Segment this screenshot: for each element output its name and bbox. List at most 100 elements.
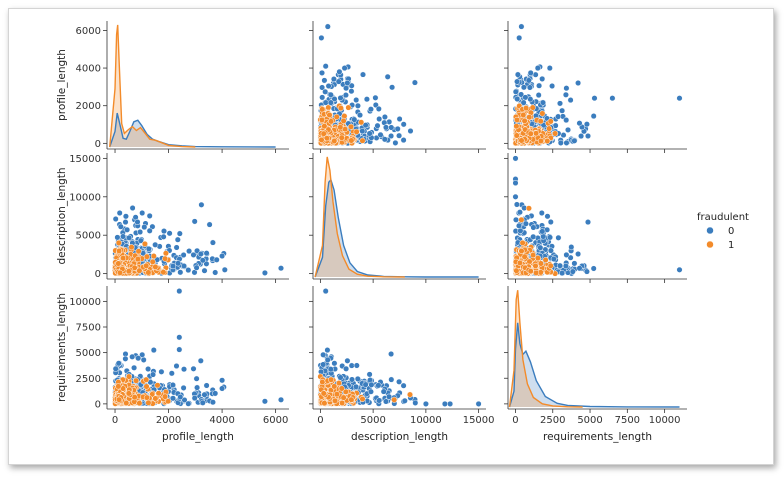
scatter-point-class-1	[337, 105, 344, 112]
scatter-point-class-0	[352, 383, 360, 390]
scatter-point-class-0	[400, 121, 407, 128]
scatter-point-class-1	[533, 269, 540, 276]
scatter-point-class-0	[180, 384, 187, 391]
scatter-point-class-0	[411, 79, 418, 86]
scatter-point-class-1	[348, 137, 355, 144]
scatter-point-class-1	[116, 269, 124, 276]
scatter-point-class-0	[381, 113, 388, 121]
x-tick-label: 5000	[360, 415, 385, 426]
scatter-point-class-1	[518, 247, 525, 255]
scatter-point-class-0	[169, 263, 177, 270]
scatter-point-class-0	[194, 384, 201, 391]
scatter-point-class-1	[125, 268, 132, 275]
scatter-point-class-0	[368, 381, 375, 388]
scatter-point-class-0	[571, 137, 578, 144]
scatter-point-class-0	[201, 391, 208, 398]
scatter-point-class-0	[145, 245, 152, 252]
scatter-point-class-0	[199, 257, 206, 264]
y-tick-label: 10000	[69, 297, 101, 308]
scatter-point-class-1	[525, 205, 532, 212]
scatter-point-class-0	[516, 209, 523, 216]
scatter-point-class-0	[382, 124, 390, 131]
scatter-point-class-0	[348, 376, 356, 383]
scatter-point-class-0	[514, 71, 521, 78]
scatter-point-class-0	[512, 88, 519, 95]
legend-label-class-0: 0	[728, 226, 734, 237]
scatter-point-class-0	[335, 78, 342, 85]
scatter-point-class-0	[122, 213, 129, 220]
scatter-point-class-0	[173, 362, 180, 370]
scatter-point-class-0	[193, 264, 200, 271]
scatter-point-class-0	[367, 106, 374, 113]
scatter-point-class-1	[162, 393, 169, 400]
scatter-point-class-1	[523, 105, 530, 112]
scatter-point-class-0	[173, 244, 180, 251]
scatter-point-class-0	[137, 228, 144, 236]
scatter-point-class-1	[134, 256, 141, 263]
scatter-point-class-0	[555, 234, 562, 241]
scatter-point-class-0	[422, 400, 429, 407]
scatter-point-class-1	[320, 390, 327, 397]
scatter-point-class-0	[114, 234, 121, 241]
scatter-point-class-0	[366, 130, 373, 137]
scatter-point-class-1	[143, 253, 150, 260]
scatter-point-class-1	[547, 118, 554, 125]
legend-title: fraudulent	[697, 212, 749, 223]
scatter-point-class-0	[396, 378, 403, 385]
scatter-point-class-0	[555, 113, 562, 120]
scatter-point-class-1	[133, 377, 140, 384]
scatter-point-class-0	[359, 128, 366, 135]
scatter-point-class-0	[522, 94, 529, 101]
scatter-point-class-0	[512, 179, 519, 187]
scatter-point-class-1	[353, 128, 360, 135]
scatter-point-class-0	[327, 91, 334, 98]
scatter-point-class-0	[327, 366, 334, 373]
scatter-point-class-0	[563, 139, 570, 146]
scatter-point-class-0	[322, 288, 329, 295]
scatter-point-class-0	[324, 23, 331, 30]
scatter-point-class-0	[516, 34, 523, 41]
scatter-point-class-0	[590, 265, 597, 272]
scatter-point-class-1	[319, 378, 326, 386]
scatter-point-class-0	[212, 390, 219, 397]
scatter-point-class-1	[321, 123, 328, 130]
scatter-point-class-0	[129, 204, 136, 212]
scatter-point-class-0	[149, 371, 157, 378]
x-tick-label: 10000	[649, 415, 681, 426]
scatter-point-class-0	[191, 218, 198, 225]
scatter-point-class-1	[359, 137, 366, 144]
scatter-point-class-1	[338, 134, 345, 141]
scatter-point-class-0	[219, 385, 226, 392]
scatter-point-class-1	[115, 260, 122, 267]
scatter-point-class-0	[584, 132, 592, 140]
scatter-point-class-0	[377, 131, 384, 138]
scatter-point-class-0	[199, 399, 206, 406]
scatter-point-class-1	[331, 383, 338, 390]
scatter-point-class-0	[514, 78, 521, 85]
scatter-point-class-1	[391, 396, 398, 403]
scatter-point-class-0	[209, 239, 216, 246]
scatter-point-class-0	[198, 201, 205, 208]
scatter-point-class-0	[325, 82, 332, 90]
scatter-point-class-1	[152, 263, 159, 270]
scatter-point-class-0	[135, 355, 142, 362]
y-tick-label: 0	[95, 399, 101, 410]
y-tick-label: 10000	[69, 192, 101, 203]
scatter-point-class-1	[526, 258, 533, 265]
scatter-point-class-0	[525, 77, 532, 84]
scatter-point-class-1	[547, 262, 554, 269]
scatter-point-class-1	[534, 255, 541, 262]
scatter-point-class-0	[319, 94, 326, 101]
scatter-point-class-1	[320, 130, 327, 137]
scatter-point-class-0	[344, 79, 351, 87]
y-tick-label: 0	[95, 139, 101, 150]
scatter-point-class-0	[563, 85, 570, 92]
scatter-point-class-0	[559, 107, 566, 114]
scatter-point-class-0	[522, 220, 529, 227]
scatter-point-class-0	[547, 218, 554, 226]
y-tick-label: 5000	[76, 348, 101, 359]
scatter-point-class-0	[324, 347, 331, 354]
kde-line-class-0	[109, 112, 276, 148]
scatter-point-class-0	[348, 88, 355, 95]
scatter-point-class-0	[394, 125, 401, 132]
